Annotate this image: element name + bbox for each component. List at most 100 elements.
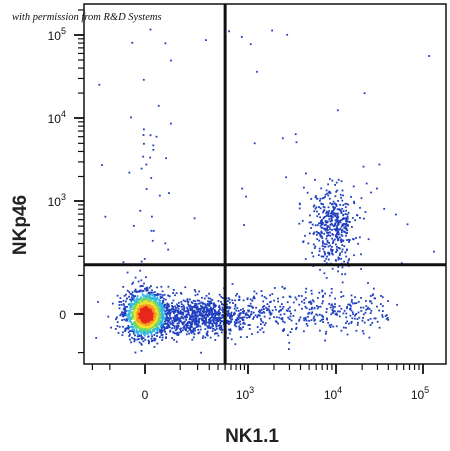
event-dot [357,242,359,245]
event-dot [165,306,167,309]
event-dot [203,306,206,309]
event-dot [177,318,180,321]
event-dot [151,335,153,338]
event-dot [197,328,200,331]
event-dot [330,246,333,248]
event-dot [135,306,138,308]
event-dot [159,329,161,331]
event-dot [167,248,170,251]
event-dot [155,311,157,314]
event-dot [152,230,155,232]
event-dot [137,300,140,302]
event-dot [315,233,318,236]
event-dot [138,338,140,340]
event-dot [212,304,215,307]
event-dot [335,234,337,237]
event-dot [299,316,302,319]
event-dot [342,240,345,242]
event-dot [146,286,148,289]
event-dot [167,312,169,315]
event-dot [168,314,171,316]
event-dot [230,313,232,316]
event-dot [284,287,286,290]
event-dot [365,300,367,302]
event-dot [192,329,194,332]
event-dot [145,305,148,308]
event-dot [185,323,188,326]
event-dot [214,304,216,306]
event-dot [350,301,353,303]
event-dot [326,255,328,258]
event-dot [176,303,178,306]
event-dot [339,252,341,255]
event-dot [319,225,322,228]
event-dot [136,325,138,328]
event-dot [182,304,185,307]
event-dot [158,307,161,309]
event-dot [155,319,158,321]
event-dot [140,309,143,311]
event-dot [192,331,195,334]
event-dot [346,213,349,216]
event-dot [132,313,134,316]
event-dot [184,310,186,313]
event-dot [198,321,200,324]
event-dot [359,236,361,239]
event-dot [325,212,328,214]
event-dot [346,232,348,234]
event-dot [331,210,333,212]
event-dot [304,291,307,294]
event-dot [221,309,224,311]
event-dot [135,331,138,334]
event-dot [210,300,212,303]
event-dot [344,226,347,229]
event-dot [143,300,146,303]
event-dot [133,312,136,315]
event-dot [98,83,101,86]
event-dot [196,299,199,302]
event-dot [145,306,148,309]
event-dot [336,208,339,211]
event-dot [336,224,338,227]
event-dot [325,215,328,217]
event-dot [156,332,159,334]
event-dot [259,314,261,317]
event-dot [228,322,231,325]
event-dot [230,338,233,341]
event-dot [303,319,306,322]
event-dot [135,312,137,315]
event-dot [180,292,183,295]
event-dot [136,312,139,315]
event-dot [144,301,146,304]
event-dot [146,318,149,320]
event-dot [346,224,348,226]
event-dot [289,310,291,313]
event-dot [155,313,157,316]
event-dot [95,337,98,339]
event-dot [146,297,149,300]
event-dot [288,341,291,344]
event-dot [304,305,307,308]
event-dot [351,317,354,320]
event-dot [381,316,384,318]
event-dot [338,254,341,256]
event-dot [345,222,348,225]
event-dot [159,293,162,296]
event-dot [227,323,230,326]
event-dot [281,303,283,305]
event-dot [180,330,182,332]
event-dot [142,340,145,343]
event-dot [147,305,149,307]
event-dot [334,212,336,215]
event-dot [339,204,342,206]
event-dot [187,310,190,313]
event-dot [137,290,140,293]
event-dot [328,226,331,229]
event-dot [369,300,372,303]
event-dot [247,310,250,313]
event-dot [140,327,142,330]
event-dot [184,286,187,289]
event-dot [202,318,204,321]
event-dot [138,334,141,337]
event-dot [242,312,245,315]
